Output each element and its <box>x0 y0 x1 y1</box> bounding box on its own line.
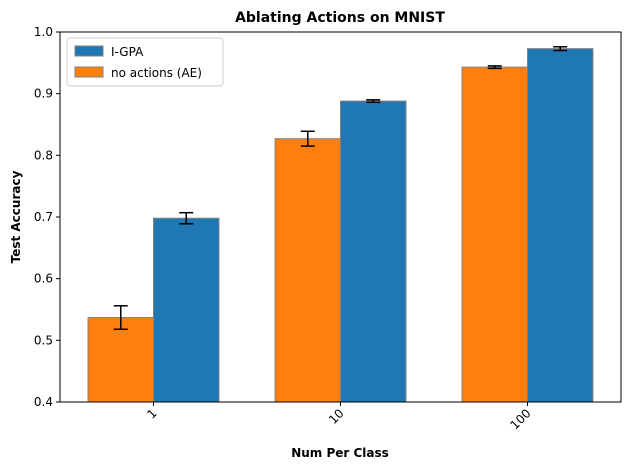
x-axis: 1 10 100 <box>144 402 534 432</box>
y-axis: 0.4 0.5 0.6 0.7 0.8 0.9 1.0 <box>34 25 60 409</box>
bar-no-actions-10 <box>274 138 341 403</box>
y-tick-label: 0.5 <box>34 333 53 347</box>
legend-label-i-gpa: I-GPA <box>111 45 144 59</box>
bar-i-gpa-100 <box>527 48 594 403</box>
error-bar-no-actions-1 <box>113 305 128 330</box>
x-tick-label: 10 <box>326 406 347 427</box>
y-tick-label: 1.0 <box>34 25 53 39</box>
legend-label-no-actions: no actions (AE) <box>111 66 202 80</box>
y-tick-label: 0.8 <box>34 148 53 162</box>
y-tick-label: 0.9 <box>34 87 53 101</box>
error-bar-i-gpa-100 <box>553 46 568 52</box>
bar-no-actions-1 <box>87 317 154 403</box>
bar-i-gpa-1 <box>153 217 220 403</box>
error-bar-no-actions-100 <box>487 65 502 70</box>
legend: I-GPA no actions (AE) <box>66 37 224 87</box>
error-bar-i-gpa-1 <box>179 211 194 225</box>
error-bar-no-actions-10 <box>300 130 315 147</box>
plot-area <box>59 31 622 403</box>
chart-title: Ablating Actions on MNIST <box>235 10 445 26</box>
x-tick-label: 100 <box>508 406 534 432</box>
x-axis-label: Num Per Class <box>291 446 389 460</box>
bar-no-actions-100 <box>461 66 528 403</box>
y-axis-label: Test Accuracy <box>9 170 23 263</box>
error-bar-i-gpa-10 <box>366 99 381 104</box>
bar-i-gpa-10 <box>340 100 407 403</box>
legend-box <box>66 37 224 87</box>
y-tick-label: 0.7 <box>34 210 53 224</box>
legend-swatch-no-actions <box>74 66 104 78</box>
y-tick-label: 0.4 <box>34 395 53 409</box>
legend-swatch-i-gpa <box>74 45 104 57</box>
x-tick-label: 1 <box>144 406 159 421</box>
y-tick-label: 0.6 <box>34 272 53 286</box>
